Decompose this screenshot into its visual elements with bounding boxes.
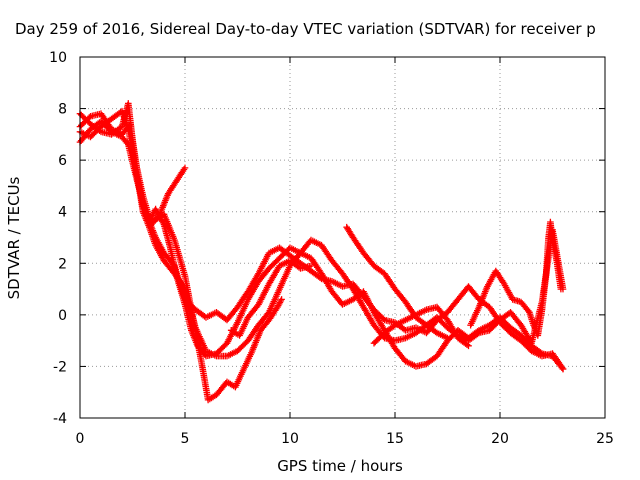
y-tick-label: 0 <box>58 308 67 324</box>
chart-title: Day 259 of 2016, Sidereal Day-to-day VTE… <box>15 20 596 38</box>
series-5 <box>152 211 285 404</box>
series-markers <box>343 223 451 342</box>
y-tick-label: 2 <box>58 256 67 272</box>
series-markers <box>227 257 315 339</box>
series-8 <box>370 303 472 350</box>
x-tick-label: 5 <box>181 431 190 447</box>
series-6 <box>227 257 315 339</box>
x-tick-label: 10 <box>281 431 299 447</box>
y-axis-label: SDTVAR / TECUs <box>5 176 23 299</box>
y-tick-label: -4 <box>53 411 67 427</box>
data-series <box>76 100 567 404</box>
series-7 <box>343 223 451 342</box>
series-markers <box>152 211 285 404</box>
x-tick-label: 0 <box>76 431 85 447</box>
x-tick-label: 25 <box>596 431 614 447</box>
x-tick-label: 15 <box>386 431 404 447</box>
y-tick-label: 8 <box>58 102 67 118</box>
series-9 <box>467 218 565 339</box>
series-markers <box>370 303 472 350</box>
series-markers <box>467 218 565 339</box>
y-tick-label: 10 <box>49 50 67 66</box>
axis-ticks: 0 5 10 15 20 25 -4 -2 0 2 4 6 8 10 <box>49 50 614 447</box>
y-tick-label: -2 <box>53 359 67 375</box>
y-tick-label: 6 <box>58 153 67 169</box>
plot-frame <box>79 56 606 419</box>
grid <box>80 57 605 418</box>
x-axis-label: GPS time / hours <box>277 457 403 475</box>
x-tick-label: 20 <box>491 431 509 447</box>
y-tick-label: 4 <box>58 205 67 221</box>
